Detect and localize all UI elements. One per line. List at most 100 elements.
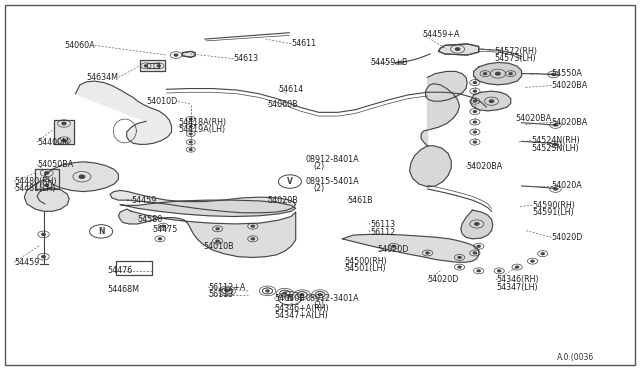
Circle shape	[189, 118, 192, 120]
Circle shape	[301, 294, 303, 295]
Text: (2): (2)	[314, 162, 325, 171]
Circle shape	[554, 188, 557, 190]
Circle shape	[490, 100, 493, 102]
Polygon shape	[35, 169, 59, 189]
Circle shape	[62, 122, 66, 125]
Text: 54611: 54611	[291, 39, 316, 48]
Circle shape	[252, 225, 254, 227]
Text: 54613: 54613	[234, 54, 259, 63]
Polygon shape	[342, 234, 479, 262]
Circle shape	[392, 246, 395, 247]
Text: 5461B: 5461B	[347, 196, 372, 205]
Circle shape	[474, 141, 476, 143]
Circle shape	[477, 270, 480, 272]
Circle shape	[516, 266, 518, 268]
Text: 54020BA: 54020BA	[515, 114, 552, 123]
Text: 54419A(LH): 54419A(LH)	[178, 125, 225, 134]
Circle shape	[495, 72, 500, 75]
Text: 54590(RH): 54590(RH)	[532, 201, 575, 210]
Text: 54347(LH): 54347(LH)	[496, 283, 538, 292]
Polygon shape	[118, 209, 296, 257]
Polygon shape	[182, 51, 195, 57]
Text: (2): (2)	[314, 301, 325, 310]
Polygon shape	[116, 261, 152, 275]
Circle shape	[174, 54, 178, 56]
Text: 54468M: 54468M	[108, 285, 140, 294]
Text: 54400M: 54400M	[37, 138, 69, 147]
Circle shape	[157, 65, 160, 67]
Polygon shape	[24, 179, 69, 211]
Text: 54475: 54475	[152, 225, 178, 234]
Text: (2): (2)	[314, 185, 325, 193]
Text: 54020D: 54020D	[552, 233, 583, 242]
Text: 54020D: 54020D	[378, 246, 409, 254]
Text: 54020BA: 54020BA	[552, 81, 588, 90]
Circle shape	[225, 290, 229, 292]
Text: 54020D: 54020D	[428, 275, 459, 284]
Text: 54524N(RH): 54524N(RH)	[531, 136, 580, 145]
Polygon shape	[438, 44, 479, 55]
Text: 54480(RH): 54480(RH)	[14, 177, 57, 186]
Polygon shape	[474, 62, 522, 85]
Text: 54020BA: 54020BA	[552, 118, 588, 126]
Polygon shape	[76, 81, 172, 144]
Text: 54500(RH): 54500(RH)	[344, 257, 387, 266]
Text: 54525N(LH): 54525N(LH)	[531, 144, 579, 153]
Text: 56112+A: 56112+A	[208, 283, 245, 292]
Circle shape	[42, 256, 45, 258]
Circle shape	[474, 131, 476, 133]
Text: 56113: 56113	[370, 220, 395, 229]
Circle shape	[484, 73, 486, 74]
Text: 08912-3401A: 08912-3401A	[306, 294, 360, 303]
Text: 54476: 54476	[108, 266, 132, 275]
Text: 54573(LH): 54573(LH)	[494, 54, 536, 63]
Text: 08912-8401A: 08912-8401A	[306, 155, 360, 164]
Polygon shape	[54, 120, 74, 144]
Circle shape	[216, 228, 219, 230]
Circle shape	[474, 252, 476, 254]
Circle shape	[45, 184, 49, 186]
Circle shape	[458, 266, 461, 268]
Text: 54580: 54580	[138, 215, 163, 224]
Text: N: N	[287, 294, 293, 303]
Text: 54050B: 54050B	[274, 294, 305, 303]
Text: 54550A: 54550A	[552, 69, 582, 78]
Circle shape	[458, 257, 461, 258]
Circle shape	[145, 65, 147, 67]
Circle shape	[509, 73, 512, 74]
Circle shape	[456, 48, 460, 50]
Circle shape	[426, 252, 429, 254]
Circle shape	[189, 141, 192, 143]
Circle shape	[552, 73, 556, 76]
Circle shape	[189, 133, 192, 135]
Polygon shape	[410, 146, 451, 187]
Text: 54459+B: 54459+B	[370, 58, 408, 67]
Polygon shape	[140, 60, 165, 71]
Circle shape	[266, 290, 269, 292]
Circle shape	[252, 238, 254, 240]
Text: 54459+A: 54459+A	[422, 30, 460, 39]
Polygon shape	[120, 200, 296, 217]
Circle shape	[62, 140, 66, 142]
Text: 54020A: 54020A	[552, 182, 582, 190]
Text: 54347+A(LH): 54347+A(LH)	[274, 311, 328, 320]
Text: 54050BA: 54050BA	[37, 160, 74, 169]
Text: 54060B: 54060B	[268, 100, 298, 109]
Text: 54481(LH): 54481(LH)	[14, 184, 56, 193]
Circle shape	[216, 240, 219, 242]
Circle shape	[541, 253, 544, 254]
Circle shape	[319, 294, 321, 295]
Text: 54591(LH): 54591(LH)	[532, 208, 574, 217]
Text: 54010B: 54010B	[204, 242, 234, 251]
Text: 54614: 54614	[278, 85, 303, 94]
Text: A.0.(0036: A.0.(0036	[557, 353, 594, 362]
Text: V: V	[287, 177, 293, 186]
Text: 54020B: 54020B	[268, 196, 298, 205]
Text: N: N	[98, 227, 104, 236]
Circle shape	[189, 126, 192, 127]
Circle shape	[284, 292, 286, 294]
Polygon shape	[110, 190, 296, 213]
Text: 54346+A(RH): 54346+A(RH)	[274, 304, 329, 312]
Circle shape	[474, 111, 476, 112]
Circle shape	[554, 143, 557, 145]
